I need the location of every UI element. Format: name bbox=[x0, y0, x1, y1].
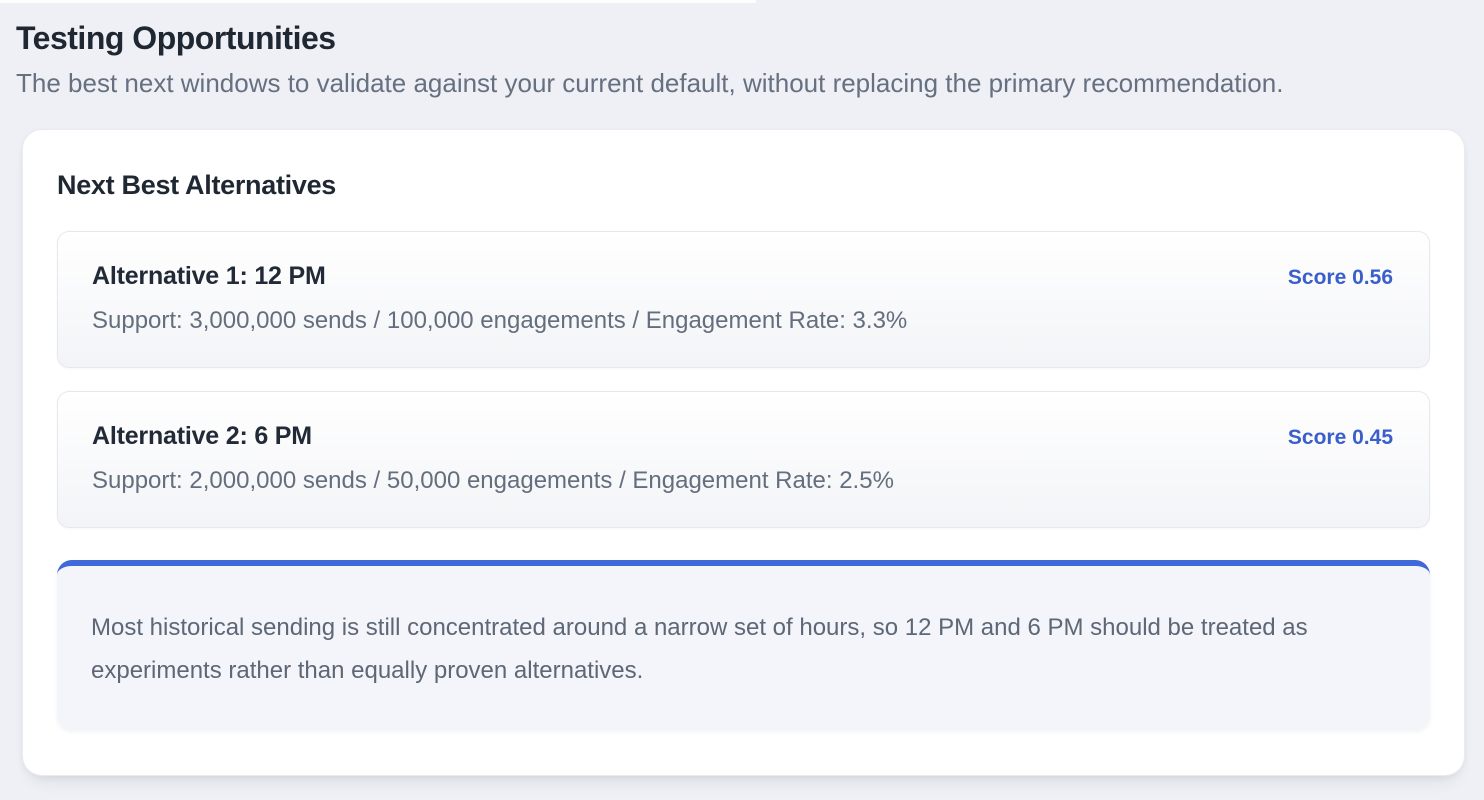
page-subtitle: The best next windows to validate agains… bbox=[16, 68, 1284, 98]
alternative-2-title: Alternative 2: 6 PM bbox=[92, 421, 312, 450]
alternative-card-1: Alternative 1: 12 PM Score 0.56 Support:… bbox=[57, 230, 1430, 368]
alternative-2-support-text: Support: 2,000,000 sends / 50,000 engage… bbox=[92, 466, 894, 494]
alternative-1-title: Alternative 1: 12 PM bbox=[92, 261, 326, 290]
alternative-1-header-row: Alternative 1: 12 PM Score 0.56 bbox=[92, 262, 1393, 291]
alternative-1-support-text: Support: 3,000,000 sends / 100,000 engag… bbox=[92, 306, 908, 334]
alternative-1-score-label: Score 0.56 bbox=[1287, 265, 1393, 289]
testing-caveat-note-card: Most historical sending is still concent… bbox=[57, 559, 1430, 730]
panel-heading: Next Best Alternatives bbox=[57, 169, 337, 200]
alternative-card-2: Alternative 2: 6 PM Score 0.45 Support: … bbox=[57, 390, 1430, 528]
page: Testing Opportunities The best next wind… bbox=[16, 20, 1465, 776]
next-best-alternatives-panel: Next Best Alternatives Alternative 1: 12… bbox=[22, 128, 1465, 776]
page-title: Testing Opportunities bbox=[16, 20, 336, 56]
testing-caveat-note-text: Most historical sending is still concent… bbox=[91, 613, 1308, 684]
top-edge-artifact bbox=[0, 0, 756, 3]
alternative-2-header-row: Alternative 2: 6 PM Score 0.45 bbox=[92, 422, 1393, 451]
alternative-2-score-label: Score 0.45 bbox=[1287, 425, 1393, 449]
